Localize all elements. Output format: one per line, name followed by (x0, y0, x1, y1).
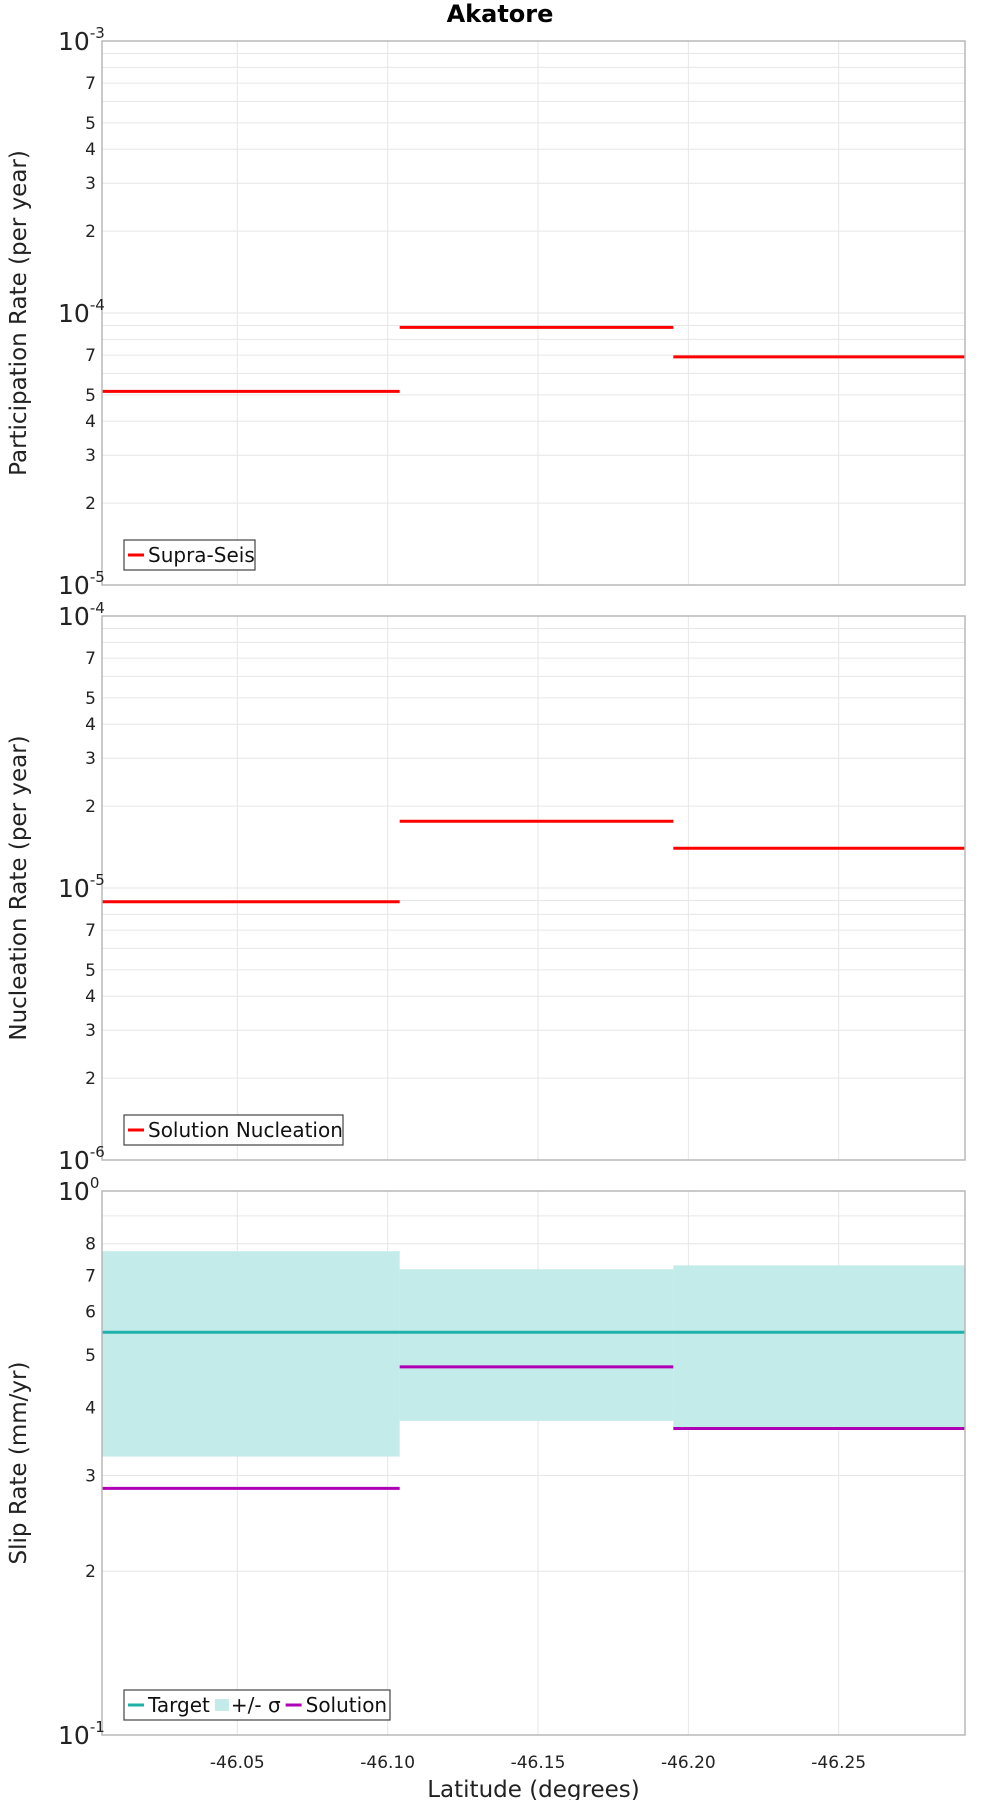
y-decade-label: 10-6 (58, 1143, 105, 1175)
y-decade-label: 10-3 (58, 24, 105, 56)
y-tick-label: 2 (85, 1069, 96, 1089)
legend-box (123, 1689, 391, 1721)
decade-base: 10 (58, 1721, 90, 1750)
y-tick-label: 7 (85, 1266, 96, 1286)
y-tick-label: 7 (85, 346, 96, 366)
y-tick-label: 5 (85, 1346, 96, 1366)
y-axis-label: Nucleation Rate (per year) (6, 735, 32, 1040)
y-tick-label: 3 (85, 749, 96, 769)
decade-base: 10 (58, 1146, 90, 1175)
y-tick-label: 4 (85, 715, 96, 735)
legend: Target +/- σ Solution (123, 1689, 391, 1721)
decade-base: 10 (58, 602, 90, 631)
decade-exponent: -4 (90, 296, 105, 314)
band-segment (102, 1251, 400, 1457)
legend-box (123, 539, 256, 571)
x-tick-label: -46.15 (511, 1753, 566, 1773)
decade-base: 10 (58, 27, 90, 56)
decade-base: 10 (58, 299, 90, 328)
band-segment (399, 1269, 674, 1421)
legend: Solution Nucleation (123, 1114, 344, 1146)
y-decade-label: 100 (58, 1174, 99, 1206)
y-tick-label: 2 (85, 222, 96, 242)
decade-exponent: -6 (90, 1143, 105, 1161)
y-decade-label: 10-4 (58, 599, 105, 631)
y-tick-label: 4 (85, 1398, 96, 1418)
y-tick-label: 4 (85, 140, 96, 160)
band-segment (673, 1265, 965, 1428)
y-tick-label: 2 (85, 494, 96, 514)
y-decade-label: 10-5 (58, 871, 105, 903)
decade-base: 10 (58, 1177, 90, 1206)
y-decade-label: 10-4 (58, 296, 105, 328)
y-tick-label: 3 (85, 1021, 96, 1041)
legend-label: Supra-Seis (148, 543, 255, 567)
y-tick-label: 2 (85, 1562, 96, 1582)
figure-title: Akatore (447, 0, 554, 28)
y-tick-label: 8 (85, 1235, 96, 1255)
y-decade-label: 10-5 (58, 568, 105, 600)
legend-swatch (214, 1699, 229, 1711)
y-tick-label: 5 (85, 114, 96, 134)
legend-label: Solution (306, 1693, 387, 1717)
x-tick-label: -46.25 (811, 1753, 866, 1773)
y-tick-label: 3 (85, 446, 96, 466)
y-tick-label: 5 (85, 689, 96, 709)
decade-exponent: -4 (90, 599, 105, 617)
legend-label: Solution Nucleation (148, 1118, 343, 1142)
decade-exponent: -5 (90, 871, 105, 889)
y-tick-label: 2 (85, 797, 96, 817)
x-tick-label: -46.10 (360, 1753, 415, 1773)
legend-label: Target (147, 1693, 210, 1717)
y-tick-label: 7 (85, 649, 96, 669)
y-tick-label: 7 (85, 74, 96, 94)
decade-exponent: 0 (90, 1174, 100, 1192)
y-tick-label: 4 (85, 987, 96, 1007)
y-axis-label: Slip Rate (mm/yr) (6, 1362, 32, 1565)
y-tick-label: 3 (85, 1466, 96, 1486)
y-axis-label: Participation Rate (per year) (6, 150, 32, 476)
y-tick-label: 7 (85, 921, 96, 941)
x-axis-label: Latitude (degrees) (427, 1777, 640, 1800)
plot-frame (101, 1190, 966, 1736)
y-decade-label: 10-1 (58, 1718, 105, 1750)
x-tick-label: -46.20 (661, 1753, 716, 1773)
plot-frame (101, 615, 966, 1161)
legend-label: +/- σ (231, 1693, 281, 1717)
legend: Supra-Seis (123, 539, 256, 571)
x-tick-label: -46.05 (210, 1753, 265, 1773)
y-tick-label: 3 (85, 174, 96, 194)
decade-exponent: -3 (90, 24, 105, 42)
decade-base: 10 (58, 874, 90, 903)
plot-frame (101, 40, 966, 586)
y-tick-label: 5 (85, 961, 96, 981)
legend-box (123, 1114, 344, 1146)
decade-base: 10 (58, 571, 90, 600)
y-tick-label: 4 (85, 412, 96, 432)
decade-exponent: -1 (90, 1718, 105, 1736)
y-tick-label: 6 (85, 1303, 96, 1323)
decade-exponent: -5 (90, 568, 105, 586)
y-tick-label: 5 (85, 386, 96, 406)
